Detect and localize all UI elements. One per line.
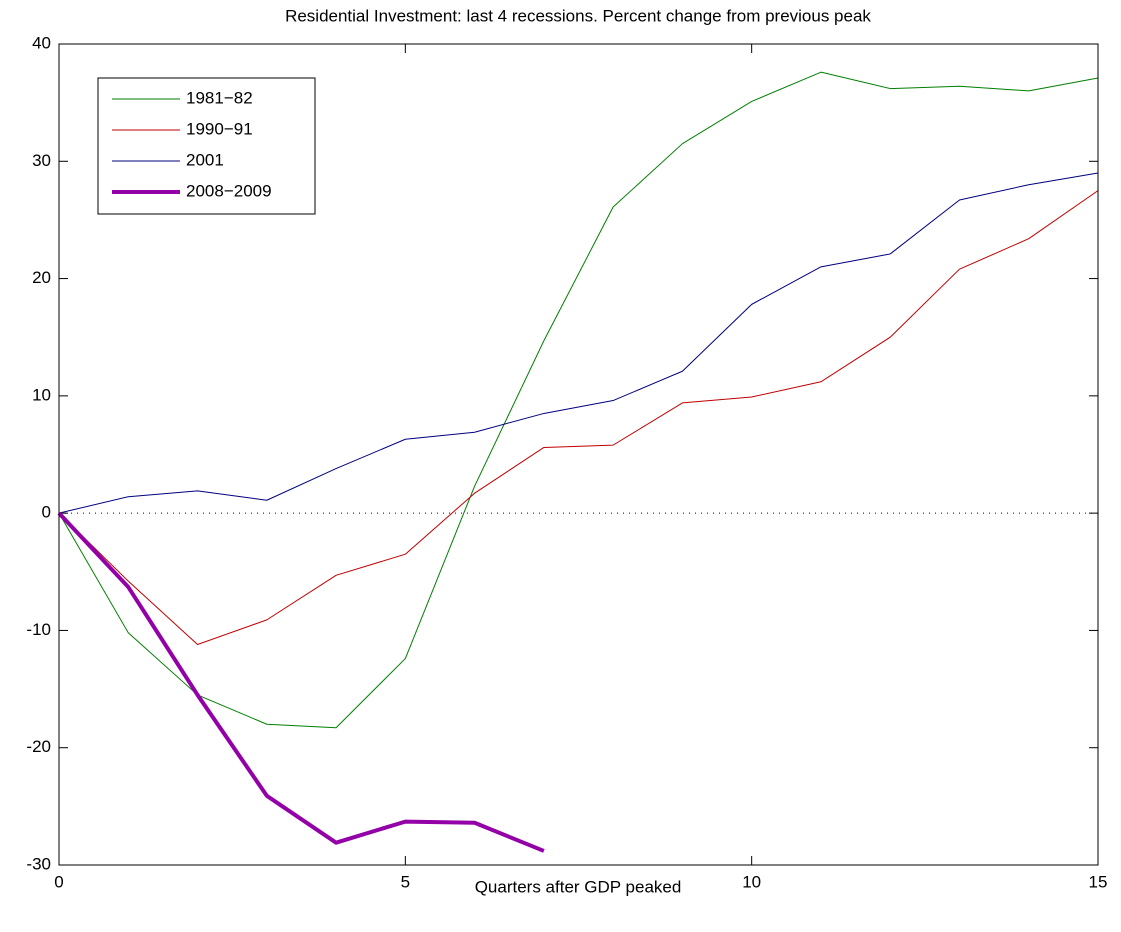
y-tick-label: 10	[32, 385, 51, 404]
y-tick-label: -20	[26, 737, 51, 756]
legend-label: 1990−91	[186, 119, 253, 138]
legend: 1981−82 1990−91 2001 2008−2009	[97, 77, 316, 215]
y-tick-label: -10	[26, 620, 51, 639]
legend-label: 2001	[186, 150, 224, 169]
series-line	[58, 172, 1099, 514]
y-tick-label: 30	[32, 151, 51, 170]
y-tick-label: -30	[26, 854, 51, 873]
legend-label: 1981−82	[186, 88, 253, 107]
legend-label: 2008−2009	[186, 181, 272, 200]
y-tick-label: 0	[42, 503, 51, 522]
x-tick-label: 10	[742, 872, 761, 891]
series-line	[58, 71, 1099, 729]
x-axis-label: Quarters after GDP peaked	[475, 877, 682, 896]
x-tick-label: 15	[1089, 872, 1108, 891]
y-tick-label: 40	[32, 33, 51, 52]
chart-title: Residential Investment: last 4 recession…	[285, 6, 871, 25]
series-line	[58, 190, 1099, 646]
series-line	[57, 511, 545, 853]
plot-frame	[58, 43, 1099, 866]
x-tick-label: 0	[54, 872, 63, 891]
x-tick-label: 5	[401, 872, 410, 891]
y-tick-label: 20	[32, 268, 51, 287]
